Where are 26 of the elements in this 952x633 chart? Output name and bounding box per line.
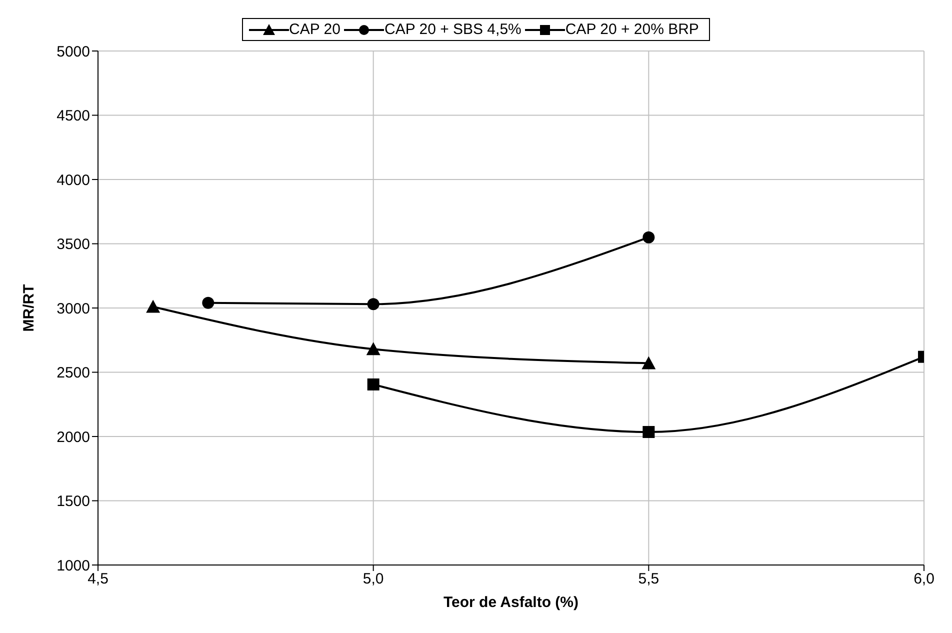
point xyxy=(202,296,214,309)
point xyxy=(642,231,655,244)
point xyxy=(367,378,380,390)
y-tick-label: 4000 xyxy=(56,172,90,189)
x-tick-label: 5,5 xyxy=(638,570,660,588)
x-tick-label: 5,0 xyxy=(362,570,384,588)
point xyxy=(366,342,380,356)
point xyxy=(146,300,160,313)
point xyxy=(642,426,655,438)
y-tick-label: 1000 xyxy=(56,557,90,574)
x-tick-label: 4,5 xyxy=(88,570,108,588)
y-tick-label: 4500 xyxy=(56,108,90,125)
y-axis-title: MR/RT xyxy=(20,284,38,332)
y-tick-label: 5000 xyxy=(56,43,90,60)
point xyxy=(642,356,656,370)
x-tick-label: 6,0 xyxy=(914,570,934,588)
y-tick-label: 2500 xyxy=(56,364,90,382)
legend-label: CAP 20 xyxy=(289,21,340,38)
y-tick-label: 2000 xyxy=(56,428,90,446)
y-tick-label: 1500 xyxy=(56,493,90,510)
y-tick-label: 3500 xyxy=(56,236,90,254)
x-axis-title: Teor de Asfalto (%) xyxy=(443,594,579,611)
legend-label: CAP 20 + SBS 4,5% xyxy=(384,21,522,38)
legend-label: CAP 20 + 20% BRP xyxy=(565,21,699,38)
point xyxy=(367,298,380,310)
y-tick-label: 3000 xyxy=(56,300,90,318)
